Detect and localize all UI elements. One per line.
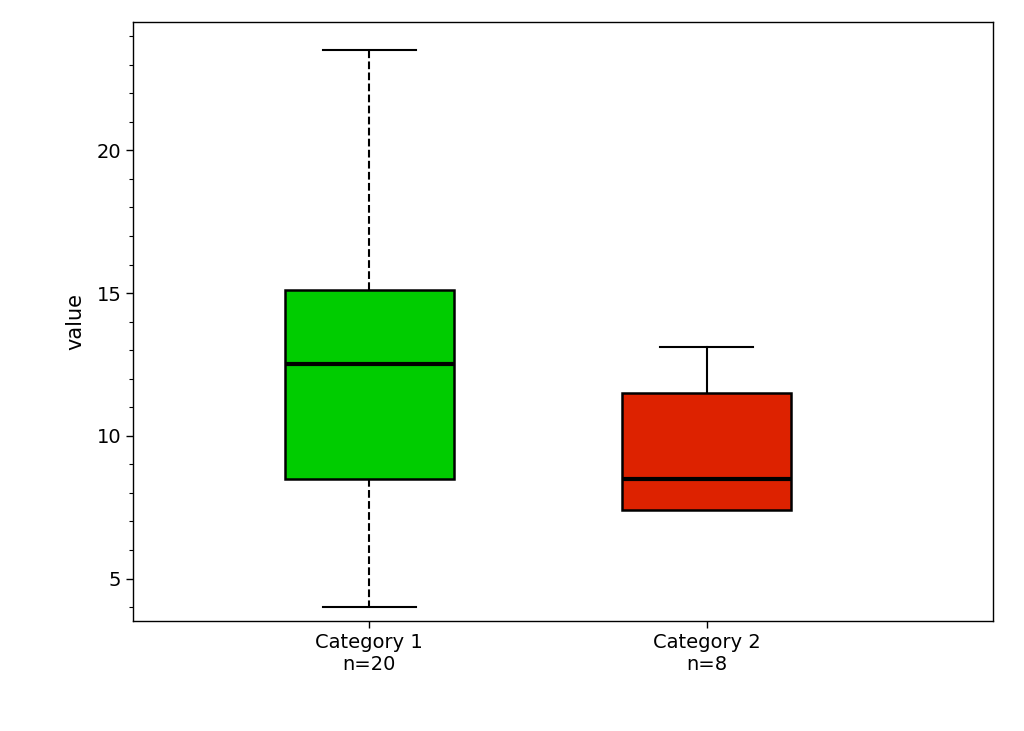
FancyBboxPatch shape <box>285 290 454 479</box>
Y-axis label: value: value <box>66 293 85 350</box>
FancyBboxPatch shape <box>623 393 791 510</box>
